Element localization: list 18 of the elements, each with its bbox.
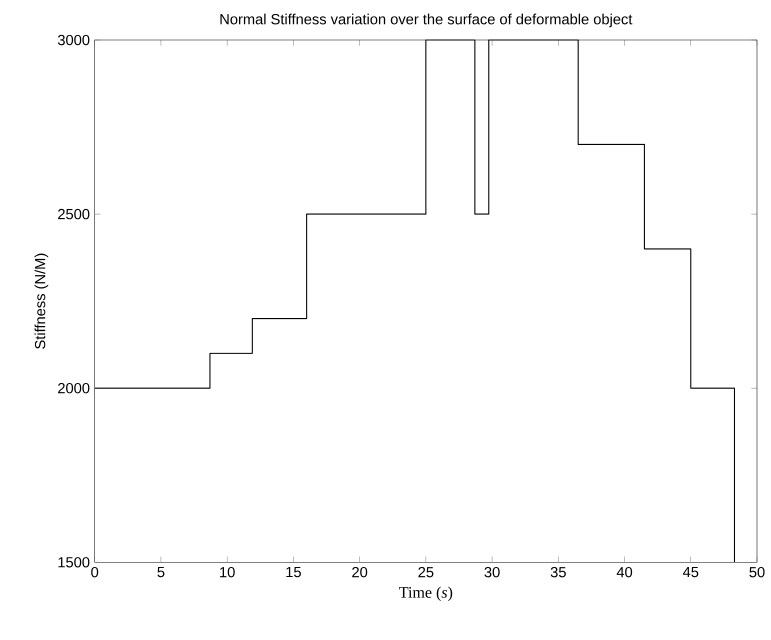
x-tick-label: 35 xyxy=(550,566,566,578)
x-tick-label: 25 xyxy=(418,566,434,578)
y-tick-label: 2000 xyxy=(58,382,90,394)
x-tick-label: 0 xyxy=(91,566,98,578)
x-tick-label: 10 xyxy=(220,566,235,578)
x-tick-label: 20 xyxy=(352,566,368,578)
x-tick-label: 5 xyxy=(157,566,164,578)
y-tick-label: 3000 xyxy=(58,34,90,46)
x-tick-label: 40 xyxy=(616,566,632,578)
x-tick-label: 45 xyxy=(682,566,698,578)
x-tick-label: 50 xyxy=(749,566,765,578)
chart-title: Normal Stiffness variation over the surface of deformable object xyxy=(220,13,632,28)
y-tick-label: 2500 xyxy=(58,208,90,220)
y-axis-title: Stiffness (N/M) xyxy=(34,254,48,349)
x-axis-title: Time (s) xyxy=(399,586,452,601)
y-tick-label: 1500 xyxy=(58,556,90,568)
x-tick-label: 30 xyxy=(484,566,500,578)
x-tick-label: 15 xyxy=(286,566,301,578)
